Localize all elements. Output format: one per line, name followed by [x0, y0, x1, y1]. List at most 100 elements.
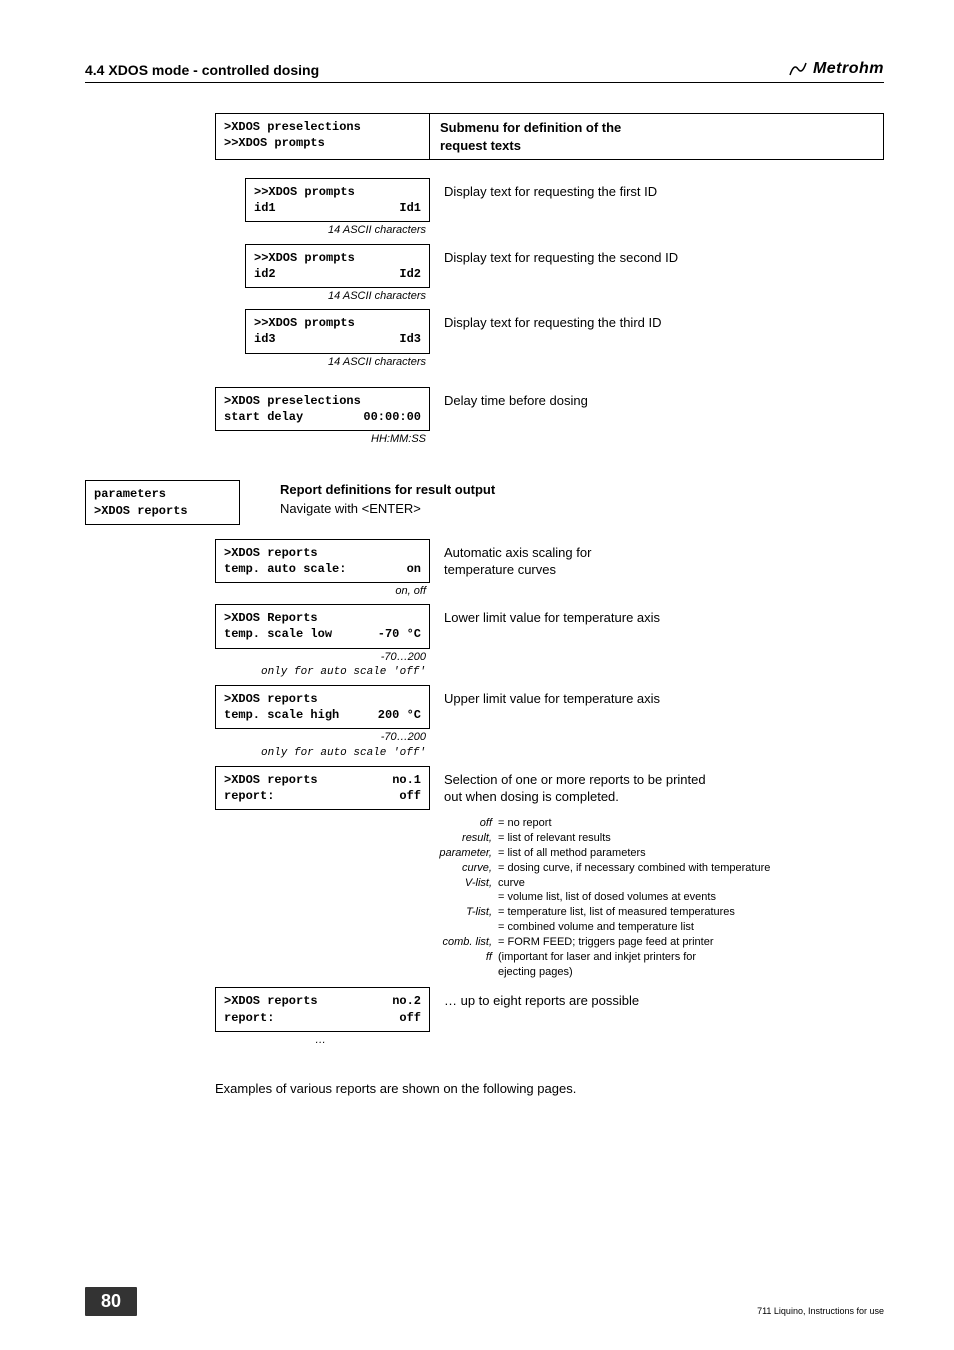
report-scale-low: >XDOS Reports temp. scale low -70 °C Lowe… [215, 604, 884, 679]
submenu-left: >XDOS preselections >>XDOS prompts [215, 113, 430, 160]
box-line1: >XDOS Reports [224, 610, 421, 626]
d1: Automatic axis scaling for [444, 544, 884, 562]
box-line1: >XDOS preselections [224, 393, 421, 409]
report-scale-high: >XDOS reports temp. scale high200 °C Upp… [215, 685, 884, 760]
box-l2b: 200 °C [378, 707, 421, 723]
report-no2: >XDOS reportsno.2 report:off … up to eig… [215, 987, 884, 1047]
opt-v: = list of all method parameters [498, 846, 884, 861]
box-l2b: Id3 [399, 331, 421, 347]
report-note1: -70…200 [215, 729, 430, 744]
section-left: parameters >XDOS reports [85, 480, 240, 524]
opt-v: ejecting pages) [498, 965, 884, 980]
report-note2: only for auto scale 'off' [215, 664, 430, 679]
box-l2b: 00:00:00 [363, 409, 421, 425]
d2: out when dosing is completed. [444, 788, 884, 806]
report-note: on, off [215, 583, 430, 598]
box-line1: >>XDOS prompts [254, 250, 421, 266]
brand: Metrohm [789, 60, 884, 78]
box-line1: >XDOS reports [224, 545, 421, 561]
brand-icon [789, 62, 807, 76]
d1: Selection of one or more reports to be p… [444, 771, 884, 789]
section-l1: parameters [94, 486, 231, 502]
box-l2b: on [407, 561, 421, 577]
report-desc: Selection of one or more reports to be p… [430, 766, 884, 806]
prompt-id2: >>XDOS prompts id2 Id2 Display text for r… [245, 244, 884, 304]
prompt-note: 14 ASCII characters [245, 222, 430, 237]
box-l2a: id1 [254, 200, 276, 216]
opt-k: off [430, 816, 498, 831]
report-note: … [215, 1032, 430, 1047]
report-options: off= no report result,= list of relevant… [430, 816, 884, 979]
opt-k: T-list, [430, 905, 498, 920]
prompt-desc: Display text for requesting the first ID [430, 178, 884, 201]
section-right: Report definitions for result output Nav… [240, 480, 884, 524]
opt-k: parameter, [430, 846, 498, 861]
opt-v: = no report [498, 816, 884, 831]
delay-note: HH:MM:SS [215, 431, 430, 446]
report-desc: Lower limit value for temperature axis [430, 604, 884, 627]
opt-v: (important for laser and inkjet printers… [498, 950, 884, 965]
opt-v: curve [498, 876, 884, 891]
submenu-header: >XDOS preselections >>XDOS prompts Subme… [215, 113, 884, 160]
page-header: 4.4 XDOS mode - controlled dosing Metroh… [85, 60, 884, 83]
box-l1a: >XDOS reports [224, 772, 318, 788]
box-l2a: temp. scale low [224, 626, 332, 642]
box-l1b: no.2 [392, 993, 421, 1009]
page-number: 80 [85, 1287, 137, 1316]
section-rt: Report definitions for result output [280, 481, 874, 499]
delay-desc: Delay time before dosing [430, 387, 884, 410]
report-desc: Upper limit value for temperature axis [430, 685, 884, 708]
opt-v: = combined volume and temperature list [498, 920, 884, 935]
section-l2: >XDOS reports [94, 503, 231, 519]
box-l2b: -70 °C [378, 626, 421, 642]
opt-v: = list of relevant results [498, 831, 884, 846]
box-l2a: report: [224, 788, 274, 804]
box-line1: >>XDOS prompts [254, 184, 421, 200]
start-delay: >XDOS preselections start delay00:00:00 … [215, 387, 884, 447]
prompt-desc: Display text for requesting the third ID [430, 309, 884, 332]
opt-v: = dosing curve, if necessary combined wi… [498, 861, 884, 876]
report-no1: >XDOS reports no.1 report: off Selection o… [215, 766, 884, 810]
submenu-right: Submenu for definition of the request te… [430, 113, 884, 160]
box-line1: >>XDOS prompts [254, 315, 421, 331]
submenu-l1: >XDOS preselections [224, 119, 421, 135]
box-l2a: start delay [224, 409, 303, 425]
box-l2a: temp. scale high [224, 707, 339, 723]
submenu-r1: Submenu for definition of the [440, 119, 873, 137]
opt-k [430, 965, 498, 980]
box-l2b: Id2 [399, 266, 421, 282]
opt-k: comb. list, [430, 935, 498, 950]
closing-text: Examples of various reports are shown on… [215, 1081, 884, 1096]
opt-v: = temperature list, list of measured tem… [498, 905, 884, 920]
opt-k: curve, [430, 861, 498, 876]
prompt-note: 14 ASCII characters [245, 354, 430, 369]
opt-v: = FORM FEED; triggers page feed at print… [498, 935, 884, 950]
box-l2a: id3 [254, 331, 276, 347]
section-rs: Navigate with <ENTER> [280, 500, 874, 518]
opt-k [430, 920, 498, 935]
d2: temperature curves [444, 561, 884, 579]
opt-k: result, [430, 831, 498, 846]
opt-k: ff [430, 950, 498, 965]
report-desc: … up to eight reports are possible [430, 987, 884, 1010]
submenu-r2: request texts [440, 137, 873, 155]
submenu-l2: >>XDOS prompts [224, 135, 421, 151]
prompt-note: 14 ASCII characters [245, 288, 430, 303]
opt-k [430, 890, 498, 905]
box-l2a: report: [224, 1010, 274, 1026]
box-l2a: temp. auto scale: [224, 561, 346, 577]
report-desc: Automatic axis scaling for temperature c… [430, 539, 884, 579]
box-l2a: id2 [254, 266, 276, 282]
box-l1b: no.1 [392, 772, 421, 788]
prompt-id3: >>XDOS prompts id3 Id3 Display text for r… [245, 309, 884, 369]
brand-text: Metrohm [813, 60, 884, 78]
box-l2b: off [399, 788, 421, 804]
opt-v: = volume list, list of dosed volumes at … [498, 890, 884, 905]
section-title: 4.4 XDOS mode - controlled dosing [85, 62, 319, 78]
reports-section-header: parameters >XDOS reports Report definiti… [85, 480, 884, 524]
prompt-desc: Display text for requesting the second I… [430, 244, 884, 267]
box-l2b: Id1 [399, 200, 421, 216]
box-l1a: >XDOS reports [224, 993, 318, 1009]
prompt-id1: >>XDOS prompts id1 Id1 Display text for r… [245, 178, 884, 238]
report-autoscale: >XDOS reports temp. auto scale: on Automa… [215, 539, 884, 599]
